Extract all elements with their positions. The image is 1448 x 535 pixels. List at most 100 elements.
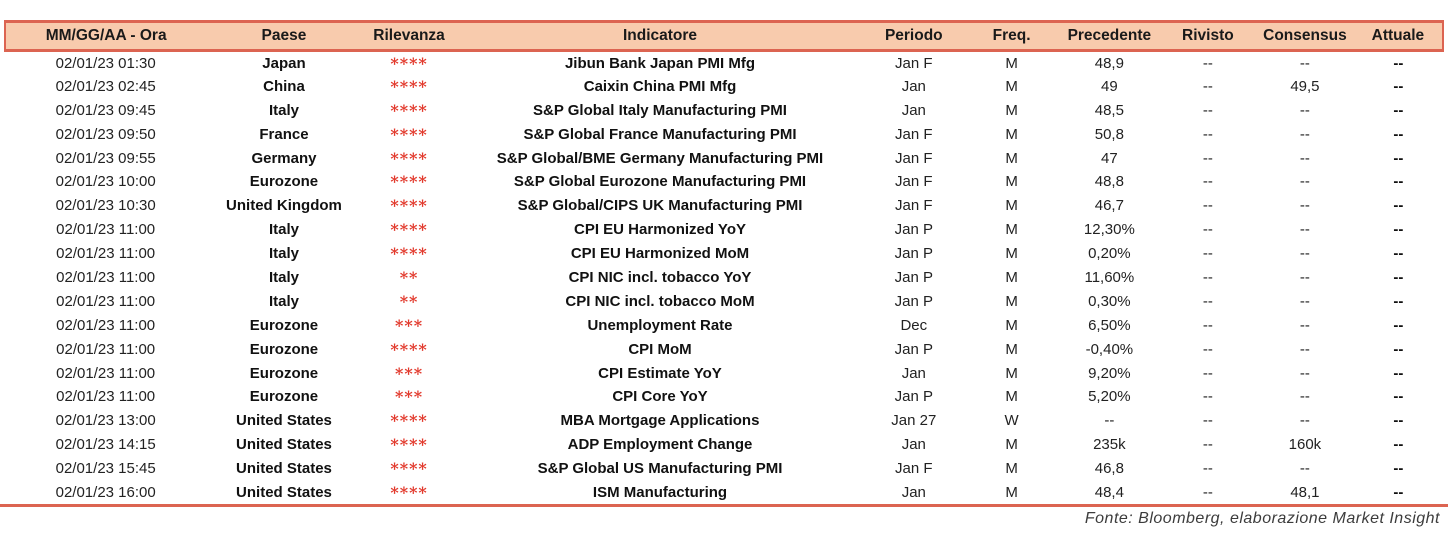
cell-previous: 46,7 [1094, 197, 1124, 215]
cell-consensus: -- [1299, 54, 1310, 72]
table-row: 02/01/23 15:45 United States **** S&P Globa… [5, 457, 1443, 481]
table-header: MM/GG/AA - Ora Paese Rilevanza Indicatore Pe… [3, 20, 1445, 52]
cell-datetime: 02/01/23 02:45 [55, 77, 156, 95]
cell-period: Jan F [895, 173, 933, 191]
cell-relevance: *** [395, 315, 424, 335]
cell-indicator: CPI Core YoY [612, 388, 708, 406]
cell-period: Dec [900, 316, 928, 334]
table-row: 02/01/23 11:00 Eurozone *** CPI Estimate Yo… [5, 361, 1443, 385]
column-header-actual: Attuale [1353, 20, 1445, 52]
cell-period: Jan F [895, 54, 933, 72]
cell-previous: 0,30% [1088, 292, 1131, 310]
cell-consensus: 48,1 [1290, 483, 1320, 501]
cell-country: Italy [268, 101, 299, 119]
cell-relevance: **** [390, 339, 428, 359]
cell-country: United States [236, 436, 332, 454]
cell-actual: -- [1393, 460, 1404, 478]
cell-consensus: -- [1299, 412, 1310, 430]
cell-consensus: -- [1299, 245, 1310, 263]
cell-freq: M [1005, 101, 1018, 119]
cell-previous: 235k [1093, 436, 1126, 454]
cell-previous: 49 [1101, 77, 1118, 95]
cell-indicator: CPI EU Harmonized YoY [574, 221, 746, 239]
cell-period: Jan [901, 436, 926, 454]
cell-datetime: 02/01/23 10:00 [55, 173, 156, 191]
cell-previous: 48,5 [1094, 101, 1124, 119]
cell-relevance: *** [395, 387, 424, 407]
cell-country: China [263, 77, 305, 95]
table-row: 02/01/23 09:55 Germany **** S&P Global/BME … [5, 146, 1443, 170]
cell-actual: -- [1393, 149, 1404, 167]
cell-period: Jan 27 [891, 412, 937, 430]
cell-period: Jan P [894, 221, 933, 239]
cell-period: Jan P [894, 292, 933, 310]
column-header-previous: Precedente [1059, 20, 1160, 52]
cell-actual: -- [1393, 388, 1404, 406]
cell-revised: -- [1202, 364, 1213, 382]
cell-relevance: **** [390, 220, 428, 240]
table-bottom-rule [0, 504, 1448, 507]
cell-datetime: 02/01/23 11:00 [56, 245, 156, 263]
cell-actual: -- [1393, 197, 1404, 215]
cell-period: Jan [901, 483, 926, 501]
column-header-datetime: MM/GG/AA - Ora [3, 20, 207, 52]
table-row: 02/01/23 11:00 Italy ** CPI NIC incl. tobac… [5, 266, 1443, 290]
cell-actual: -- [1393, 101, 1404, 119]
cell-freq: M [1005, 268, 1018, 286]
cell-actual: -- [1393, 364, 1404, 382]
cell-revised: -- [1202, 77, 1213, 95]
cell-indicator: S&P Global/BME Germany Manufacturing PMI [496, 149, 824, 167]
cell-revised: -- [1202, 436, 1213, 454]
cell-country: Eurozone [249, 340, 319, 358]
cell-datetime: 02/01/23 11:00 [56, 340, 156, 358]
cell-freq: M [1005, 483, 1018, 501]
cell-period: Jan F [895, 197, 933, 215]
cell-freq: M [1005, 340, 1018, 358]
cell-indicator: CPI MoM [628, 340, 692, 358]
cell-consensus: -- [1299, 316, 1310, 334]
cell-consensus: -- [1299, 292, 1310, 310]
cell-revised: -- [1202, 268, 1213, 286]
column-header-period: Periodo [863, 20, 965, 52]
cell-previous: -0,40% [1085, 340, 1134, 358]
cell-relevance: ** [399, 291, 419, 311]
cell-indicator: CPI EU Harmonized MoM [570, 245, 750, 263]
cell-consensus: -- [1299, 173, 1310, 191]
cell-datetime: 02/01/23 16:00 [55, 483, 156, 501]
cell-datetime: 02/01/23 10:30 [55, 197, 156, 215]
cell-revised: -- [1202, 125, 1213, 143]
cell-freq: M [1005, 197, 1018, 215]
cell-consensus: -- [1299, 388, 1310, 406]
cell-revised: -- [1202, 460, 1213, 478]
cell-country: Italy [268, 245, 299, 263]
cell-previous: 50,8 [1094, 125, 1124, 143]
column-header-freq: Freq. [964, 20, 1060, 52]
column-header-relevance: Rilevanza [361, 20, 457, 52]
table-row: 02/01/23 10:00 Eurozone **** S&P Global Eur… [5, 170, 1443, 194]
cell-indicator: CPI Estimate YoY [598, 364, 722, 382]
cell-relevance: **** [390, 459, 428, 479]
cell-revised: -- [1202, 197, 1213, 215]
cell-country: Eurozone [249, 316, 319, 334]
cell-period: Jan P [894, 245, 933, 263]
economic-calendar-table: MM/GG/AA - Ora Paese Rilevanza Indicatore Pe… [3, 20, 1445, 505]
cell-revised: -- [1202, 388, 1213, 406]
cell-actual: -- [1393, 221, 1404, 239]
table-row: 02/01/23 09:50 France **** S&P Global Franc… [5, 122, 1443, 146]
cell-relevance: **** [390, 411, 428, 431]
cell-datetime: 02/01/23 11:00 [56, 316, 156, 334]
cell-relevance: *** [395, 363, 424, 383]
table-row: 02/01/23 16:00 United States **** ISM Manuf… [5, 481, 1443, 505]
cell-revised: -- [1202, 54, 1213, 72]
table-header-row: MM/GG/AA - Ora Paese Rilevanza Indicatore Pe… [3, 20, 1445, 52]
cell-indicator: ISM Manufacturing [592, 483, 728, 501]
cell-actual: -- [1393, 125, 1404, 143]
cell-country: United States [236, 412, 332, 430]
cell-revised: -- [1202, 340, 1213, 358]
cell-country: Germany [251, 149, 317, 167]
cell-freq: M [1005, 245, 1018, 263]
cell-freq: M [1005, 125, 1018, 143]
cell-relevance: **** [390, 435, 428, 455]
cell-consensus: -- [1299, 268, 1310, 286]
cell-freq: M [1005, 364, 1018, 382]
